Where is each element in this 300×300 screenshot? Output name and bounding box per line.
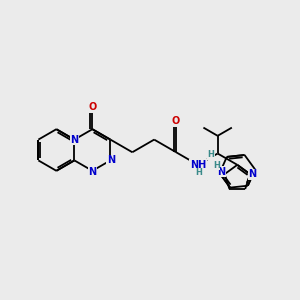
Text: N: N (70, 135, 79, 145)
Text: H: H (208, 151, 214, 160)
Text: O: O (88, 102, 97, 112)
Text: O: O (172, 116, 180, 126)
Text: H: H (213, 161, 220, 170)
Text: N: N (88, 167, 97, 177)
Text: N: N (107, 155, 115, 165)
Text: NH: NH (190, 160, 206, 170)
Text: N: N (248, 169, 256, 179)
Text: H: H (195, 168, 202, 177)
Text: N: N (218, 167, 226, 177)
